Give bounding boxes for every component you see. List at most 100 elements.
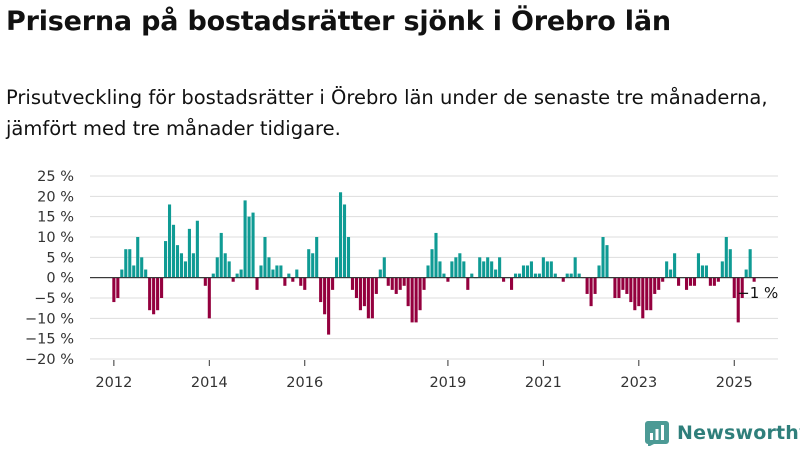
bar xyxy=(482,261,486,278)
y-tick-label: −10 % xyxy=(25,311,74,327)
bar xyxy=(203,277,207,286)
bar xyxy=(434,232,438,278)
bar xyxy=(378,269,382,278)
bar xyxy=(490,261,494,278)
bar xyxy=(255,277,259,290)
y-tick-label: 15 % xyxy=(37,210,74,226)
bar xyxy=(251,212,255,278)
y-tick-label: 5 % xyxy=(46,250,74,266)
bar xyxy=(239,269,243,278)
bar xyxy=(247,216,251,278)
bar xyxy=(720,261,724,278)
bar xyxy=(577,273,581,278)
bar xyxy=(223,253,227,278)
bar xyxy=(525,265,530,278)
bar xyxy=(167,204,172,278)
bar xyxy=(661,277,665,282)
bar-chart-logo-icon xyxy=(645,421,669,446)
bar xyxy=(513,273,518,278)
bar xyxy=(179,253,184,278)
bar xyxy=(295,269,299,278)
bar xyxy=(478,257,482,278)
bar xyxy=(402,277,406,286)
bar xyxy=(187,228,191,278)
bar xyxy=(677,277,681,286)
y-tick-label: −15 % xyxy=(25,332,74,348)
bar xyxy=(116,277,120,298)
bar xyxy=(327,277,331,335)
bar xyxy=(128,249,132,278)
bar xyxy=(382,257,386,278)
y-tick-label: 25 % xyxy=(37,169,74,185)
x-tick-label: 2016 xyxy=(286,375,323,391)
bar xyxy=(712,277,716,286)
bar xyxy=(673,253,677,278)
bar xyxy=(569,273,573,278)
bar xyxy=(498,257,502,278)
bar xyxy=(724,237,728,278)
bar xyxy=(458,253,462,278)
x-tick-label: 2021 xyxy=(525,375,562,391)
bar xyxy=(279,265,283,278)
bar xyxy=(700,265,704,278)
bar xyxy=(629,277,633,303)
y-tick-label: 20 % xyxy=(37,189,74,205)
bar xyxy=(438,261,442,278)
bar xyxy=(398,277,402,290)
bar xyxy=(549,261,553,278)
bar xyxy=(537,273,541,278)
bar xyxy=(406,277,410,307)
bar xyxy=(545,261,549,278)
y-tick-label: −5 % xyxy=(34,291,74,307)
bar xyxy=(386,277,390,286)
bar xyxy=(450,261,454,278)
bar xyxy=(521,265,526,278)
bar xyxy=(136,237,140,278)
bar xyxy=(414,277,418,323)
bar xyxy=(446,277,450,282)
bar xyxy=(696,253,701,278)
bar xyxy=(259,265,263,278)
bar xyxy=(657,277,661,290)
bar xyxy=(462,261,466,278)
bar xyxy=(299,277,303,286)
bar xyxy=(633,277,637,311)
bar xyxy=(390,277,394,290)
bar xyxy=(319,277,323,303)
y-tick-label: −20 % xyxy=(25,352,74,368)
bar xyxy=(307,249,311,278)
bar xyxy=(140,257,144,278)
bar xyxy=(669,269,673,278)
bar xyxy=(175,245,180,278)
bar xyxy=(152,277,156,315)
bar xyxy=(418,277,422,311)
x-tick-label: 2019 xyxy=(429,375,466,391)
chart-title: Priserna på bostadsrätter sjönk i Örebro… xyxy=(6,6,671,37)
bar xyxy=(625,277,629,294)
brand-name: Newsworthy xyxy=(677,422,800,444)
bar xyxy=(183,261,187,278)
bar xyxy=(227,261,231,278)
bar xyxy=(315,237,319,278)
bar xyxy=(692,277,697,286)
bar xyxy=(653,277,657,294)
bar xyxy=(637,277,641,307)
bar xyxy=(565,273,569,278)
bar xyxy=(641,277,645,319)
bar xyxy=(394,277,398,294)
bar xyxy=(207,277,211,319)
bar xyxy=(426,265,430,278)
bar xyxy=(621,277,625,290)
bar xyxy=(649,277,653,311)
bar xyxy=(422,277,426,290)
bar xyxy=(211,273,215,278)
bar xyxy=(529,261,533,278)
bar xyxy=(605,245,609,278)
bar xyxy=(124,249,128,278)
bar xyxy=(585,277,589,294)
chart-subtitle: Prisutveckling för bostadsrätter i Örebr… xyxy=(6,86,768,140)
bar xyxy=(533,273,537,278)
bar xyxy=(374,277,378,294)
bar xyxy=(704,265,708,278)
latest-value-annotation: −1 % xyxy=(737,284,778,302)
